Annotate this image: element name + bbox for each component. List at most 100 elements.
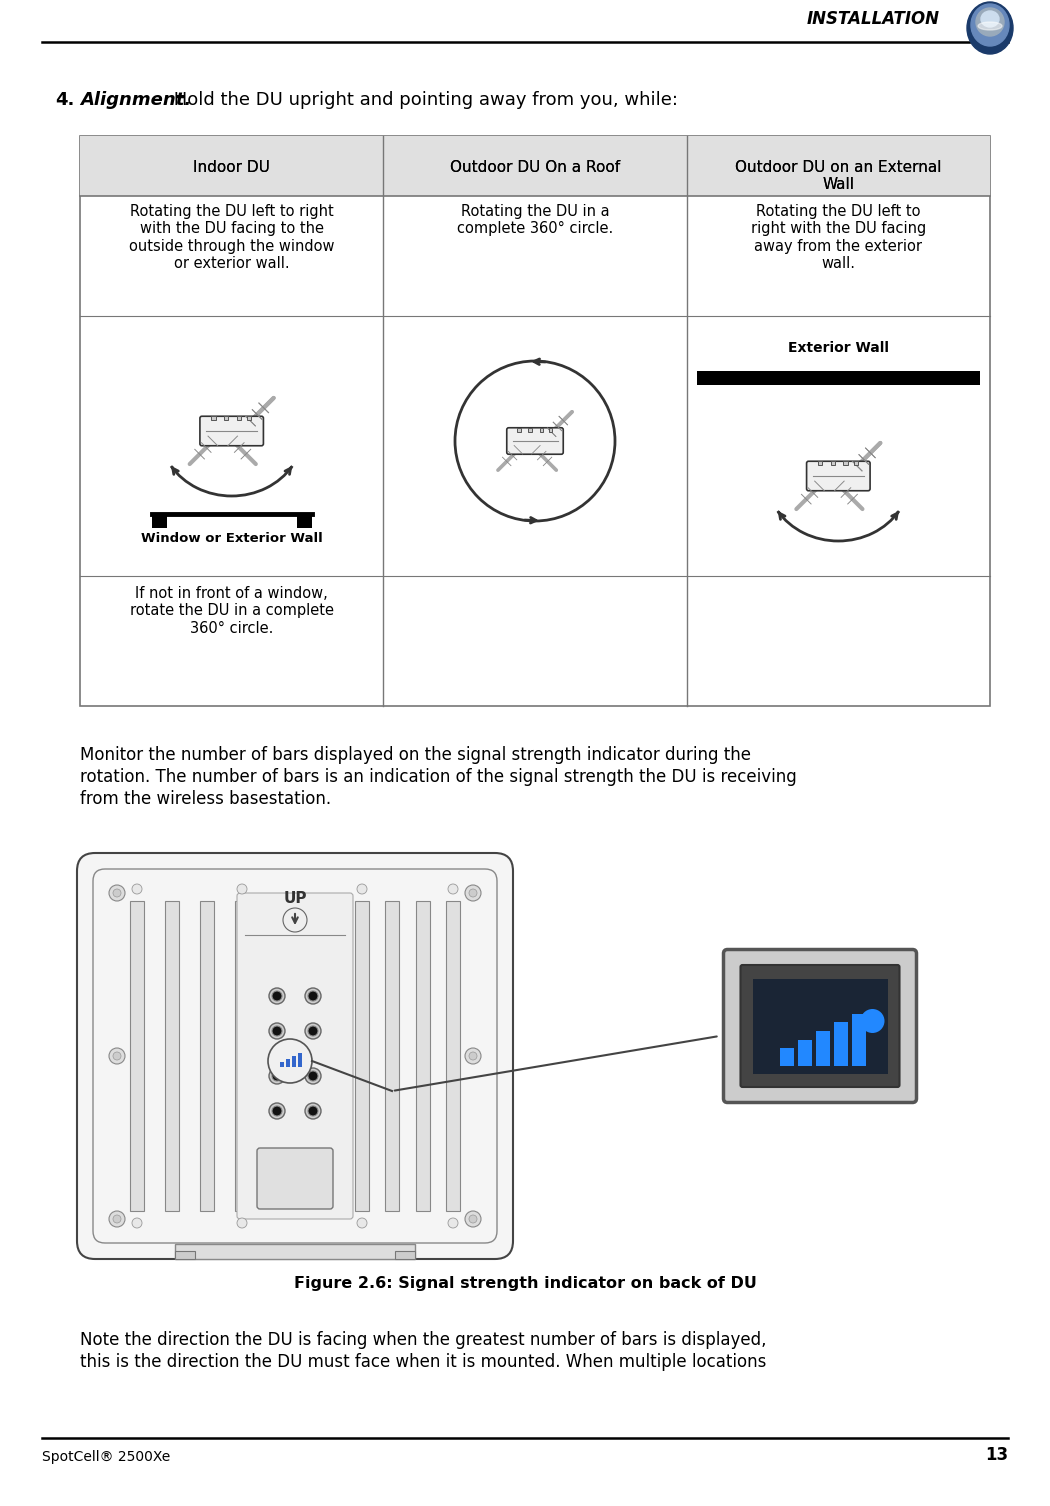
Ellipse shape	[967, 2, 1013, 54]
Circle shape	[308, 991, 318, 1001]
Circle shape	[357, 884, 367, 895]
FancyBboxPatch shape	[237, 893, 353, 1218]
Bar	[696, 370, 980, 386]
Circle shape	[109, 886, 125, 901]
Bar	[383, 136, 687, 196]
Circle shape	[268, 1039, 312, 1083]
Text: from the wireless basestation.: from the wireless basestation.	[80, 791, 331, 809]
Bar	[151, 514, 167, 529]
FancyBboxPatch shape	[77, 852, 513, 1259]
Circle shape	[861, 1009, 884, 1033]
Circle shape	[465, 1048, 481, 1065]
Text: Rotating the DU in a
complete 360° circle.: Rotating the DU in a complete 360° circl…	[457, 203, 613, 236]
Circle shape	[304, 1023, 321, 1039]
Circle shape	[308, 1071, 318, 1081]
Bar	[355, 901, 369, 1211]
Text: Monitor the number of bars displayed on the signal strength indicator during the: Monitor the number of bars displayed on …	[80, 745, 751, 764]
Circle shape	[113, 1215, 121, 1223]
Bar	[540, 428, 543, 432]
Bar	[280, 1062, 284, 1066]
Circle shape	[304, 988, 321, 1005]
FancyBboxPatch shape	[200, 416, 264, 446]
Ellipse shape	[981, 11, 999, 27]
FancyBboxPatch shape	[753, 979, 887, 1074]
Bar	[687, 136, 990, 196]
Text: Outdoor DU on an External
Wall: Outdoor DU on an External Wall	[735, 160, 942, 193]
Bar	[818, 461, 822, 465]
Text: Indoor DU: Indoor DU	[193, 160, 270, 175]
Circle shape	[109, 1211, 125, 1227]
Text: rotation. The number of bars is an indication of the signal strength the DU is r: rotation. The number of bars is an indic…	[80, 768, 797, 786]
Bar	[816, 1030, 830, 1066]
Bar	[528, 428, 532, 432]
Ellipse shape	[976, 8, 1004, 36]
Circle shape	[272, 1026, 282, 1036]
Circle shape	[113, 1053, 121, 1060]
Circle shape	[469, 1215, 477, 1223]
FancyBboxPatch shape	[723, 949, 917, 1102]
Text: Outdoor DU On a Roof: Outdoor DU On a Roof	[450, 160, 621, 175]
Bar	[165, 901, 178, 1211]
Circle shape	[269, 1023, 285, 1039]
Text: Exterior Wall: Exterior Wall	[788, 340, 889, 355]
Bar	[395, 1251, 415, 1259]
Bar	[385, 901, 399, 1211]
Circle shape	[448, 884, 458, 895]
Bar	[175, 1244, 415, 1259]
Circle shape	[132, 884, 142, 895]
Bar	[852, 1014, 866, 1066]
Circle shape	[113, 889, 121, 898]
Ellipse shape	[978, 23, 1002, 30]
Circle shape	[308, 1105, 318, 1116]
Bar	[247, 416, 251, 420]
Text: Indoor DU: Indoor DU	[193, 160, 270, 175]
Bar	[236, 416, 242, 420]
Text: Rotating the DU left to right
with the DU facing to the
outside through the wind: Rotating the DU left to right with the D…	[129, 203, 334, 271]
FancyBboxPatch shape	[740, 965, 900, 1087]
Circle shape	[132, 1218, 142, 1227]
Text: Hold the DU upright and pointing away from you, while:: Hold the DU upright and pointing away fr…	[168, 90, 678, 108]
Circle shape	[272, 1105, 282, 1116]
Bar	[130, 901, 144, 1211]
Bar	[286, 1059, 290, 1066]
Bar	[843, 461, 847, 465]
Text: Rotating the DU left to
right with the DU facing
away from the exterior
wall.: Rotating the DU left to right with the D…	[751, 203, 926, 271]
Circle shape	[269, 1102, 285, 1119]
Text: 4.: 4.	[55, 90, 75, 108]
Bar	[211, 416, 215, 420]
Bar	[416, 901, 429, 1211]
Ellipse shape	[971, 5, 1009, 47]
Bar	[854, 461, 858, 465]
Circle shape	[308, 1026, 318, 1036]
Circle shape	[465, 1211, 481, 1227]
Circle shape	[448, 1218, 458, 1227]
Bar	[298, 1053, 302, 1066]
Circle shape	[272, 1071, 282, 1081]
Text: Outdoor DU On a Roof: Outdoor DU On a Roof	[450, 160, 621, 175]
Bar	[80, 136, 383, 196]
Circle shape	[469, 889, 477, 898]
Bar	[446, 901, 460, 1211]
Text: Figure 2.6: Signal strength indicator on back of DU: Figure 2.6: Signal strength indicator on…	[294, 1276, 756, 1291]
Text: Alignment.: Alignment.	[80, 90, 191, 108]
Text: 13: 13	[985, 1446, 1008, 1464]
Bar	[80, 136, 990, 706]
Bar	[224, 416, 228, 420]
Bar	[235, 901, 249, 1211]
Bar	[780, 1048, 794, 1066]
Text: SpotCell® 2500Xe: SpotCell® 2500Xe	[42, 1450, 170, 1464]
Circle shape	[269, 1068, 285, 1084]
Bar	[175, 1251, 195, 1259]
Text: Note the direction the DU is facing when the greatest number of bars is displaye: Note the direction the DU is facing when…	[80, 1331, 766, 1349]
Circle shape	[272, 991, 282, 1001]
Bar	[517, 428, 521, 432]
Text: UP: UP	[284, 892, 307, 907]
Circle shape	[357, 1218, 367, 1227]
Circle shape	[469, 1053, 477, 1060]
Bar	[297, 514, 312, 529]
Bar	[548, 428, 552, 432]
Circle shape	[304, 1068, 321, 1084]
Circle shape	[237, 884, 247, 895]
FancyBboxPatch shape	[507, 428, 563, 455]
Bar	[200, 901, 214, 1211]
